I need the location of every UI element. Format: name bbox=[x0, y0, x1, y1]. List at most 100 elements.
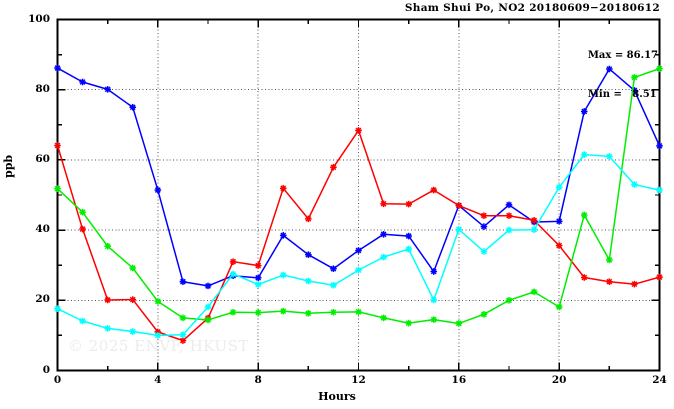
series-blue-marker bbox=[129, 103, 137, 111]
series-blue-marker bbox=[330, 265, 337, 273]
marker-stroke bbox=[455, 202, 462, 209]
min-value-label: Min = 8.51 bbox=[587, 89, 657, 100]
series-red-marker bbox=[355, 127, 362, 134]
marker-stroke bbox=[230, 309, 236, 316]
series-blue-marker bbox=[305, 251, 312, 258]
axis-ticks bbox=[56, 18, 661, 372]
series-green-marker bbox=[179, 314, 187, 322]
series-green-marker bbox=[279, 307, 287, 315]
marker-stroke bbox=[180, 337, 186, 344]
series-blue-marker bbox=[580, 108, 588, 115]
series-red-marker bbox=[606, 278, 613, 285]
x-tick-label: 16 bbox=[451, 374, 467, 386]
marker-stroke bbox=[54, 185, 61, 192]
max-value-label: Max = 86.17 bbox=[587, 50, 658, 61]
series-red-marker bbox=[129, 296, 137, 303]
series-green-marker bbox=[480, 311, 488, 318]
marker-stroke bbox=[556, 304, 563, 310]
marker-stroke bbox=[79, 79, 86, 85]
y-tick-label: 60 bbox=[35, 152, 50, 165]
marker-stroke bbox=[104, 297, 111, 303]
marker-stroke bbox=[531, 288, 537, 295]
series-cyan bbox=[54, 151, 663, 339]
x-axis-label: Hours bbox=[318, 390, 356, 403]
stats-annotation-box: Max = 86.17 Min = 8.51 bbox=[588, 23, 658, 127]
marker-stroke bbox=[230, 258, 236, 265]
series-cyan-marker bbox=[606, 153, 613, 160]
marker-stroke bbox=[455, 320, 462, 327]
marker-stroke bbox=[255, 274, 262, 281]
marker-stroke bbox=[606, 66, 613, 72]
marker-stroke bbox=[581, 151, 588, 158]
series-cyan-marker bbox=[79, 317, 86, 325]
series-cyan-marker bbox=[505, 226, 513, 234]
marker-stroke bbox=[380, 200, 387, 207]
x-tick-label: 20 bbox=[551, 374, 567, 386]
series-cyan-marker bbox=[480, 248, 488, 255]
series-cyan-marker bbox=[179, 331, 187, 338]
series-green-marker bbox=[129, 264, 137, 272]
marker-stroke bbox=[154, 187, 161, 193]
marker-stroke bbox=[330, 309, 337, 316]
series-green-marker bbox=[580, 211, 588, 219]
series-blue-marker bbox=[355, 247, 362, 254]
series-red-marker bbox=[330, 163, 337, 171]
marker-stroke bbox=[631, 181, 638, 188]
series-green-marker bbox=[380, 314, 387, 322]
marker-stroke bbox=[129, 296, 136, 303]
marker-stroke bbox=[656, 187, 663, 193]
series-blue-marker bbox=[656, 142, 663, 150]
series-green-marker bbox=[154, 298, 162, 305]
marker-stroke bbox=[455, 226, 462, 233]
series-green-marker bbox=[656, 65, 663, 72]
series-red-marker bbox=[254, 262, 262, 269]
series-blue-marker bbox=[505, 201, 513, 209]
series-cyan-marker bbox=[455, 226, 463, 233]
marker-stroke bbox=[405, 246, 412, 252]
series-cyan-marker bbox=[380, 253, 387, 261]
marker-stroke bbox=[581, 274, 588, 281]
marker-stroke bbox=[305, 215, 312, 222]
marker-stroke bbox=[305, 310, 312, 317]
marker-stroke bbox=[205, 283, 211, 289]
marker-stroke bbox=[129, 328, 136, 335]
marker-stroke bbox=[129, 265, 136, 271]
marker-stroke bbox=[380, 254, 387, 261]
marker-stroke bbox=[506, 227, 512, 234]
series-green bbox=[54, 65, 663, 327]
marker-stroke bbox=[205, 317, 211, 323]
marker-stroke bbox=[656, 65, 663, 72]
series-red-marker bbox=[305, 215, 312, 223]
series-cyan-marker bbox=[530, 226, 538, 234]
marker-stroke bbox=[104, 325, 111, 332]
marker-stroke bbox=[355, 247, 362, 254]
series-green-marker bbox=[79, 208, 86, 216]
series-green-marker bbox=[355, 308, 362, 316]
marker-stroke bbox=[255, 262, 262, 269]
series-cyan-marker bbox=[204, 303, 212, 311]
marker-stroke bbox=[405, 201, 412, 208]
marker-stroke bbox=[430, 268, 437, 275]
marker-stroke bbox=[180, 314, 186, 321]
y-tick-label: 80 bbox=[35, 82, 50, 95]
series-blue-marker bbox=[54, 64, 61, 72]
series-green-marker bbox=[606, 256, 613, 264]
marker-stroke bbox=[79, 226, 86, 232]
series-red-marker bbox=[656, 273, 663, 281]
y-tick-label: 100 bbox=[28, 12, 50, 25]
marker-stroke bbox=[355, 267, 362, 274]
marker-stroke bbox=[305, 278, 312, 284]
series-green-marker bbox=[254, 309, 262, 316]
series-cyan-marker bbox=[104, 325, 111, 332]
x-tick-label: 8 bbox=[254, 374, 262, 386]
marker-stroke bbox=[255, 281, 262, 288]
marker-stroke bbox=[255, 309, 262, 316]
marker-stroke bbox=[180, 278, 186, 285]
marker-stroke bbox=[481, 223, 487, 230]
series-red-marker bbox=[54, 142, 61, 149]
marker-stroke bbox=[280, 308, 287, 315]
series-blue-marker bbox=[480, 223, 488, 230]
series-green-marker bbox=[204, 316, 212, 324]
x-tick-label: 0 bbox=[53, 374, 62, 386]
marker-stroke bbox=[531, 226, 537, 233]
